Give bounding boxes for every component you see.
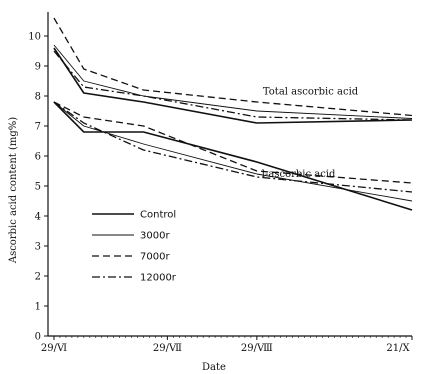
x-axis-title: Date <box>202 362 226 373</box>
series-line-total-control <box>53 47 413 124</box>
y-tick-label: 0 <box>35 332 41 343</box>
y-tick-label: 2 <box>35 272 41 283</box>
annotation-0: Total ascorbic acid <box>263 87 359 98</box>
series-lines <box>53 17 413 211</box>
y-ticks: 0 1 2 3 4 5 6 7 8 9 10 <box>28 32 48 343</box>
y-tick-label: 6 <box>35 152 41 163</box>
series-line-total-3000r <box>53 44 413 119</box>
y-tick-label: 9 <box>35 62 41 73</box>
series-line-l-7000r <box>53 101 413 184</box>
series-line-l-12000r <box>53 101 413 193</box>
y-axis-title: Ascorbic acid content (mg%) <box>8 117 19 264</box>
legend-label-7000r: 7000r <box>140 252 170 263</box>
x-tick-label: 29/Ⅷ <box>241 343 273 354</box>
legend-label-control: Control <box>140 210 176 221</box>
series-line-total-7000r <box>53 17 413 117</box>
y-tick-label: 3 <box>35 242 41 253</box>
y-tick-label: 10 <box>28 32 41 43</box>
legend-label-12000r: 12000r <box>140 273 177 284</box>
series-line-l-control <box>53 101 413 211</box>
y-tick-label: 7 <box>35 122 41 133</box>
legend: Control 3000r 7000r 12000r <box>92 210 177 284</box>
legend-label-3000r: 3000r <box>140 231 170 242</box>
y-tick-label: 1 <box>35 302 41 313</box>
annotations: Total ascorbic acid l-ascorbic acid <box>262 87 359 181</box>
y-tick-label: 8 <box>35 92 41 103</box>
x-ticks: 29/Ⅵ 29/Ⅶ 29/Ⅷ 21/Ⅹ <box>41 336 413 354</box>
annotation-1: l-ascorbic acid <box>262 169 336 180</box>
x-tick-label: 21/Ⅹ <box>386 343 410 354</box>
y-tick-label: 5 <box>35 182 41 193</box>
y-tick-label: 4 <box>35 212 41 223</box>
x-tick-label: 29/Ⅵ <box>41 343 67 354</box>
x-tick-label: 29/Ⅶ <box>153 343 182 354</box>
axes <box>47 12 412 337</box>
series-line-l-3000r <box>53 101 413 202</box>
series-line-total-12000r <box>53 50 413 121</box>
